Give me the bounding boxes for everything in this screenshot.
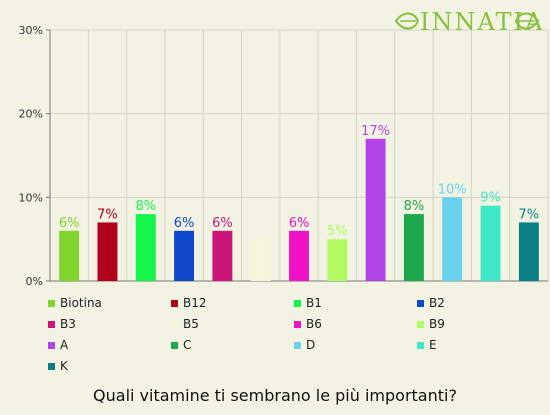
survey-question: Quali vitamine ti sembrano le più import… bbox=[93, 386, 457, 405]
legend-item: A bbox=[48, 337, 68, 353]
legend-label: B1 bbox=[306, 296, 322, 310]
legend-item: D bbox=[294, 337, 315, 353]
legend-item: B5 bbox=[171, 316, 199, 332]
legend-swatch bbox=[294, 299, 301, 307]
bar-b1 bbox=[135, 214, 156, 281]
legend-item: B2 bbox=[417, 295, 445, 311]
legend-swatch bbox=[48, 299, 55, 307]
legend-label: B5 bbox=[183, 317, 199, 331]
bar-value-label: 17% bbox=[361, 124, 390, 139]
bar-value-label: 6% bbox=[289, 216, 310, 231]
bar-c bbox=[403, 214, 424, 281]
legend-swatch bbox=[417, 299, 424, 307]
bar-b12 bbox=[97, 222, 118, 281]
y-tick-label: 20% bbox=[19, 108, 43, 121]
y-tick-label: 10% bbox=[19, 191, 43, 204]
legend-item: B6 bbox=[294, 316, 322, 332]
legend-swatch bbox=[417, 320, 424, 328]
bar-b3 bbox=[212, 230, 233, 281]
legend-item: B3 bbox=[48, 316, 76, 332]
legend-label: B3 bbox=[60, 317, 76, 331]
bar-value-label: 6% bbox=[174, 216, 195, 231]
bar-value-label: 8% bbox=[135, 199, 156, 214]
legend-swatch bbox=[417, 341, 424, 349]
legend-label: A bbox=[60, 338, 69, 352]
legend-label: Biotina bbox=[60, 296, 102, 310]
bar-a bbox=[365, 138, 386, 281]
innatia-logo: INNATIA bbox=[394, 8, 542, 36]
grid-lines bbox=[49, 29, 549, 281]
bar-b6 bbox=[289, 230, 309, 281]
bar-d bbox=[442, 197, 463, 281]
legend-item: C bbox=[171, 337, 191, 353]
legend-swatch bbox=[171, 341, 178, 349]
bar-k bbox=[518, 222, 539, 281]
leaf-icon-right bbox=[514, 12, 540, 30]
legend-label: B9 bbox=[429, 317, 445, 331]
legend-item: B9 bbox=[417, 316, 445, 332]
bar-value-label: 7% bbox=[519, 207, 540, 222]
legend-swatch bbox=[294, 320, 301, 328]
legend-swatch bbox=[171, 320, 178, 328]
bar-value-label: 9% bbox=[480, 191, 501, 206]
legend-swatch bbox=[48, 320, 55, 328]
bars bbox=[59, 138, 539, 281]
bar-value-label: 6% bbox=[212, 216, 233, 231]
bar-b2 bbox=[174, 230, 195, 281]
legend-swatch bbox=[171, 299, 178, 307]
bar-value-label: 6% bbox=[59, 216, 80, 231]
bar-value-labels: 6% 7% 8% 6% 6% 6% 5% 17% 8% 10% 9% 7% bbox=[59, 124, 539, 239]
legend-label: K bbox=[60, 359, 68, 373]
legend-item: K bbox=[48, 358, 68, 374]
legend-label: E bbox=[429, 338, 437, 352]
bar-value-label: 7% bbox=[97, 207, 118, 222]
bar-value-label: 8% bbox=[404, 199, 425, 214]
legend-item: Biotina bbox=[48, 295, 102, 311]
y-tick-label: 0% bbox=[26, 275, 43, 288]
bar-value-label: 5% bbox=[327, 224, 348, 239]
legend-label: B2 bbox=[429, 296, 445, 310]
legend-label: C bbox=[183, 338, 192, 352]
legend-swatch bbox=[294, 341, 301, 349]
legend-label: B12 bbox=[183, 296, 207, 310]
bar-e bbox=[480, 205, 501, 281]
legend-item: E bbox=[417, 337, 437, 353]
logo-text: INNATIA bbox=[420, 8, 542, 36]
bar-biotina bbox=[59, 230, 80, 281]
legend-item: B1 bbox=[294, 295, 322, 311]
bar-value-label: 10% bbox=[438, 182, 467, 197]
y-tick-label: 30% bbox=[19, 24, 43, 37]
bar-b9 bbox=[327, 239, 348, 281]
legend-label: D bbox=[306, 338, 316, 352]
legend-item: B12 bbox=[171, 295, 207, 311]
legend-swatch bbox=[48, 341, 55, 349]
y-axis-ticks: 0% 10% 20% 30% bbox=[19, 24, 50, 288]
leaf-icon bbox=[394, 12, 420, 30]
bar-b5 bbox=[250, 239, 271, 281]
legend-label: B6 bbox=[306, 317, 322, 331]
legend-swatch bbox=[48, 362, 55, 370]
